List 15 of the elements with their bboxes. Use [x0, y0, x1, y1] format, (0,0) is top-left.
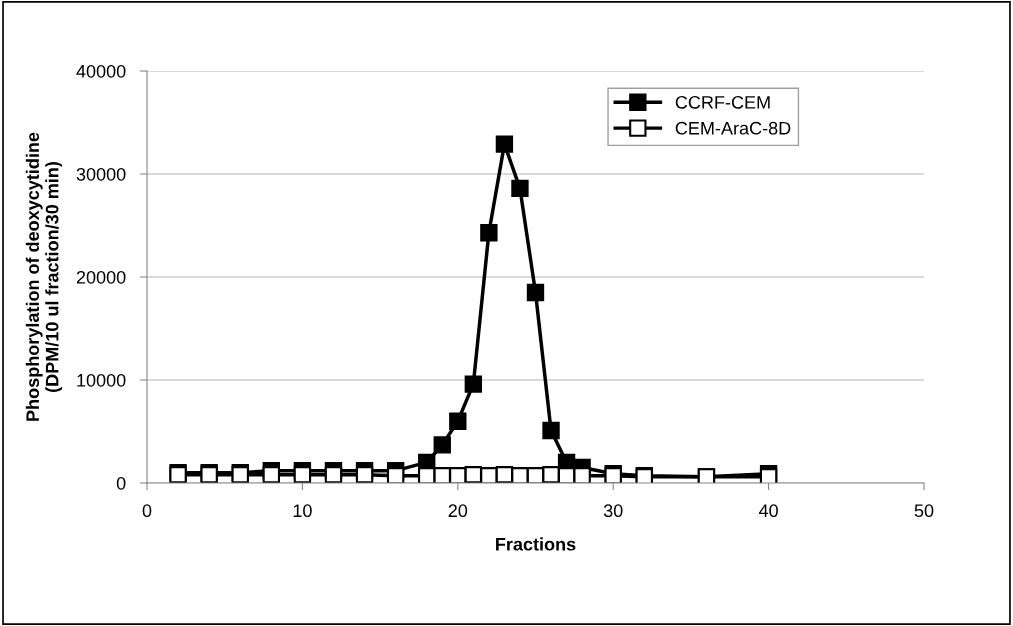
x-tick-label: 10 — [293, 504, 312, 518]
x-tick-label: 40 — [758, 504, 778, 518]
legend-label: CCRF-CEM — [675, 95, 770, 109]
y-axis-title: Phosphorylation of deoxycytidine (DPM/10 ul fraction/30 min) — [25, 132, 63, 421]
y-tick-label: 30000 — [76, 167, 126, 181]
y-tick-label: 0 — [116, 476, 126, 490]
x-tick-label: 0 — [142, 504, 152, 518]
legend-label: CEM-AraC-8D — [675, 121, 791, 135]
x-axis-title: Fractions — [496, 537, 576, 551]
x-tick-label: 20 — [448, 504, 468, 518]
x-tick-label: 50 — [914, 504, 934, 518]
y-tick-label: 10000 — [77, 373, 126, 387]
x-tick-label: 30 — [603, 504, 623, 518]
y-tick-label: 20000 — [76, 270, 126, 284]
y-tick-label: 40000 — [76, 64, 126, 78]
